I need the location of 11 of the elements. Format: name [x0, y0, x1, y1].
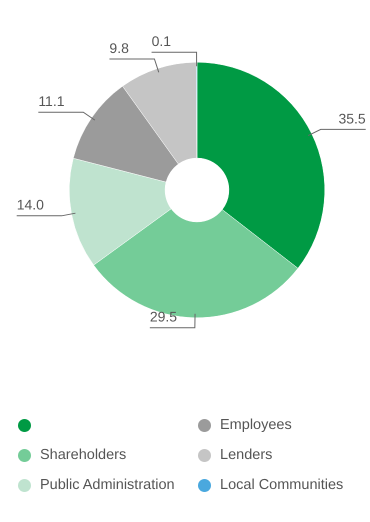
legend-label: Lenders: [220, 447, 272, 463]
legend-label: Local Communities: [220, 477, 344, 493]
data-label: 11.1: [38, 93, 65, 110]
data-label: 9.8: [109, 40, 130, 56]
legend-label: Shareholders: [40, 447, 126, 463]
data-label: 14.0: [16, 196, 44, 213]
data-label: 29.5: [150, 308, 178, 325]
data-label: 35.5: [338, 110, 366, 126]
legend-label: Employees: [220, 417, 292, 433]
data-label: 0.1: [152, 33, 172, 50]
legend-label: Public Administration: [40, 477, 175, 493]
